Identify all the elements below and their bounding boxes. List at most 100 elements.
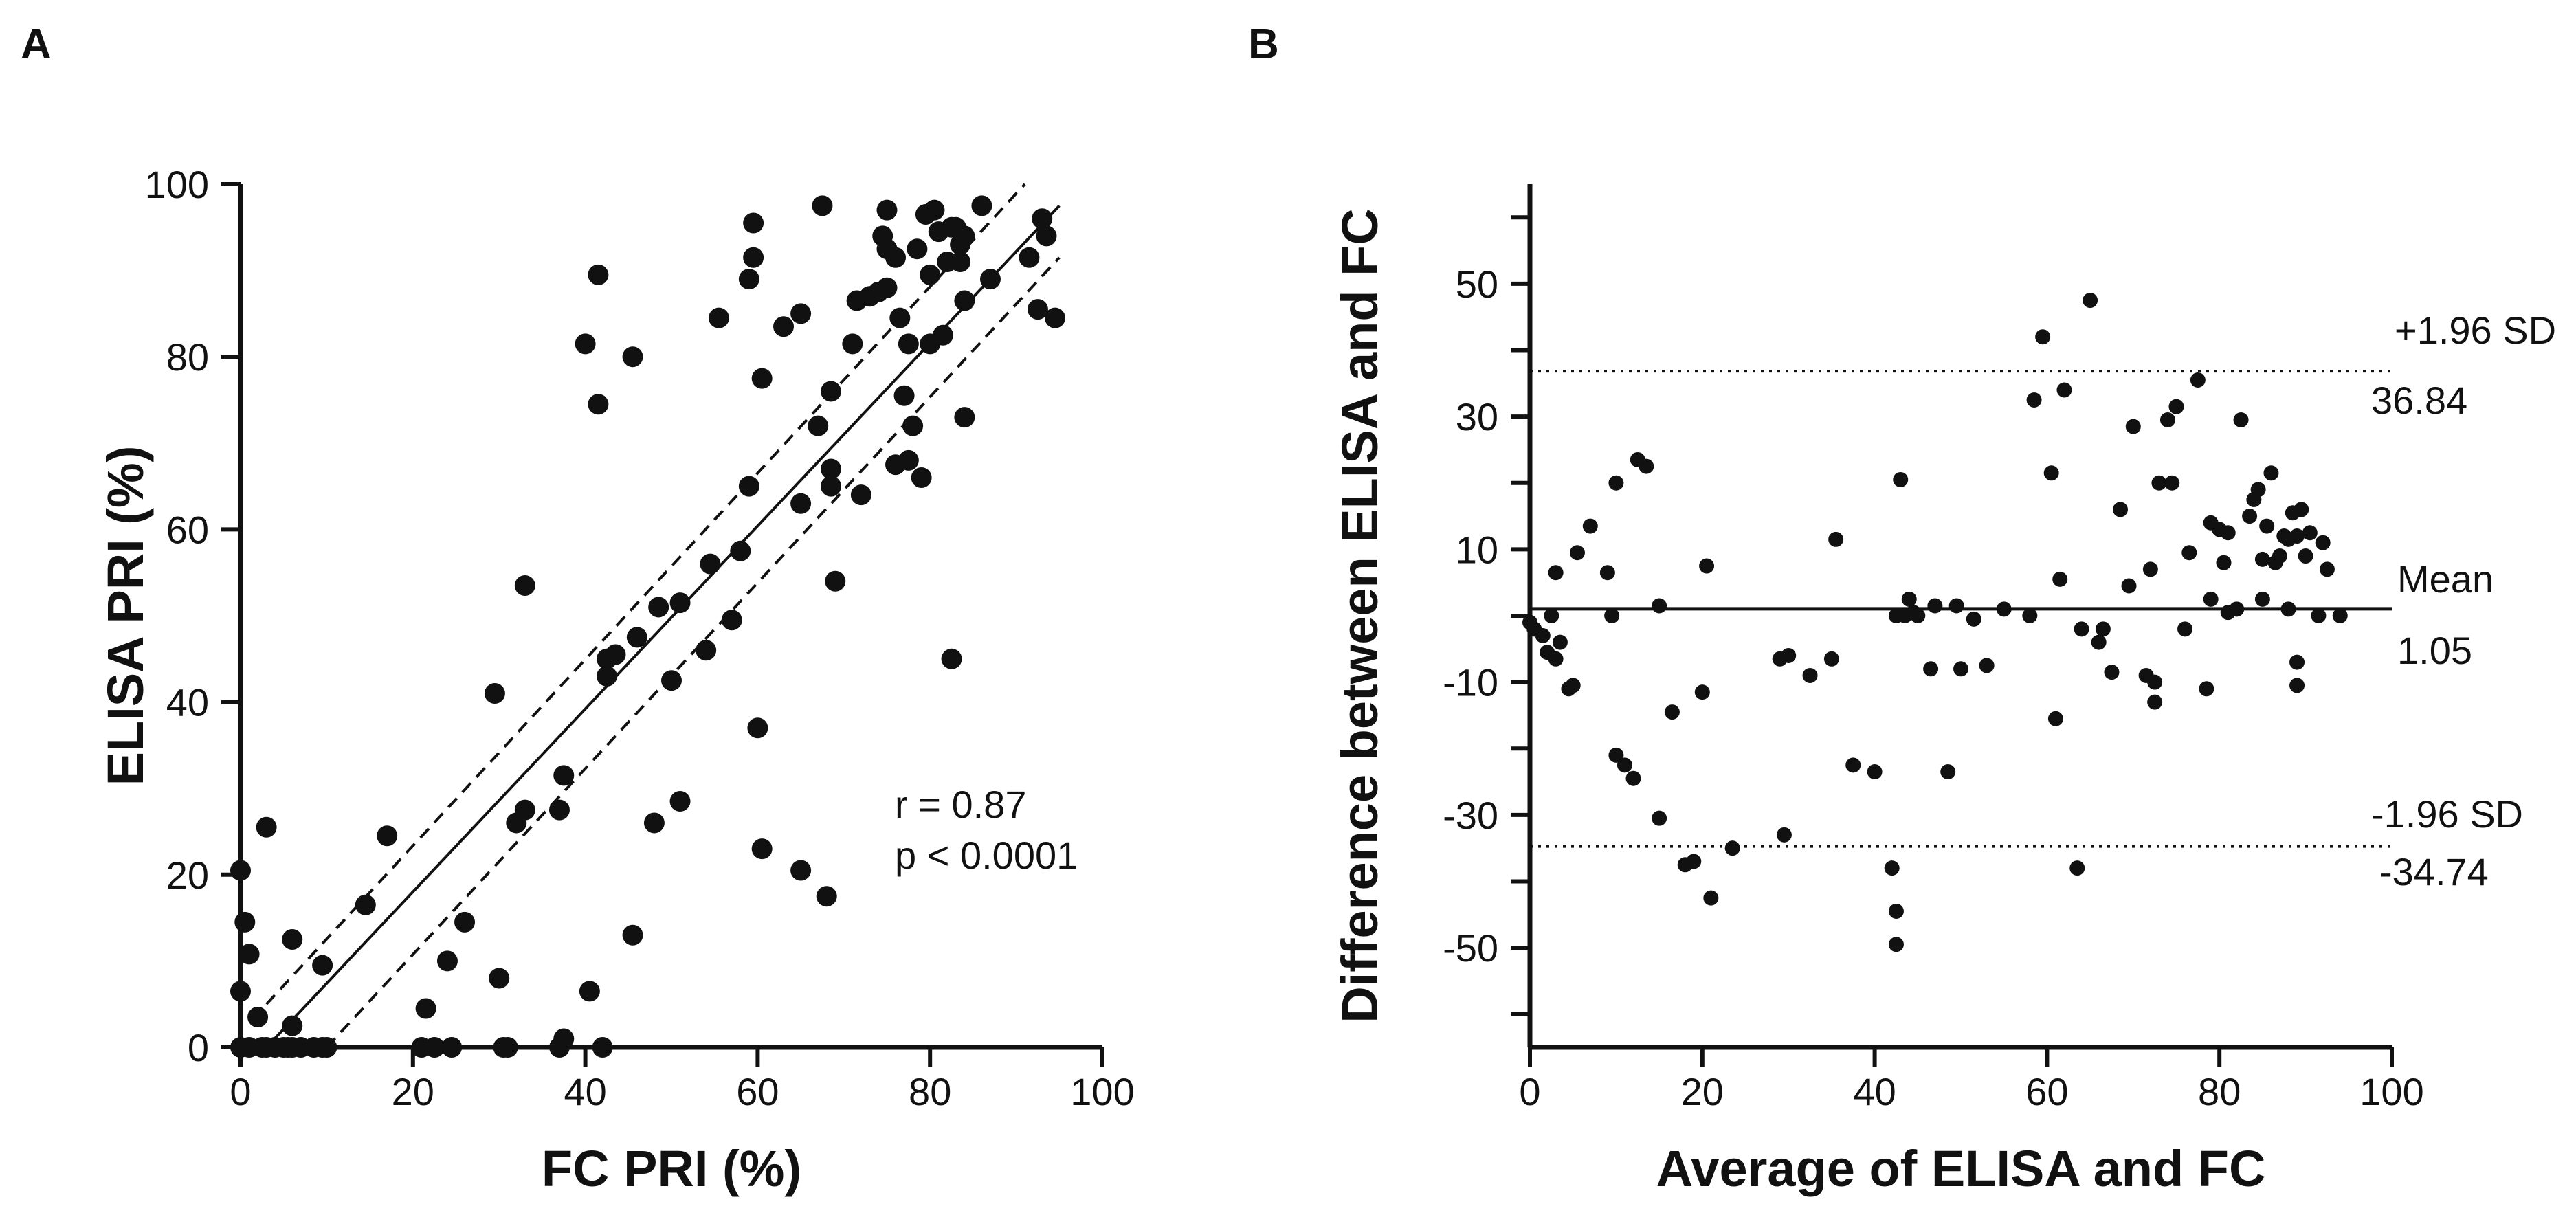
panel-a-data-point bbox=[850, 484, 871, 506]
panel-b-data-point bbox=[1703, 890, 1719, 906]
panel-b: B 0 20 40 60 80 100 -50 -30 -10 10 30 50 Average of… bbox=[1248, 21, 2556, 1197]
panel-a-data-point bbox=[282, 1015, 303, 1036]
panel-a-data-point bbox=[730, 540, 751, 561]
panel-b-data-point bbox=[2159, 412, 2175, 427]
panel-b-x-tick-label: 60 bbox=[2025, 1070, 2068, 1113]
panel-a-data-point bbox=[661, 670, 682, 691]
panel-a-data-point bbox=[592, 1037, 613, 1058]
panel-a-data-point bbox=[820, 476, 841, 497]
panel-b-data-point bbox=[2083, 293, 2098, 309]
panel-b-data-point bbox=[2315, 535, 2331, 550]
panel-b-data-point bbox=[2147, 674, 2163, 690]
panel-a: A 0 20 40 60 80 100 0 20 40 60 80 100 FC PRI (%) EL… bbox=[21, 21, 1135, 1197]
panel-a-data-point bbox=[553, 1028, 575, 1049]
panel-a-data-point bbox=[898, 333, 919, 355]
panel-a-x-axis-title: FC PRI (%) bbox=[542, 1140, 801, 1197]
panel-a-data-point bbox=[907, 238, 928, 260]
panel-a-data-point bbox=[1019, 247, 1040, 268]
panel-b-data-point bbox=[1979, 658, 1995, 673]
panel-b-data-point bbox=[2298, 548, 2313, 564]
panel-a-data-point bbox=[588, 264, 609, 285]
panel-b-y-tick-label: 50 bbox=[1456, 263, 1498, 306]
panel-a-data-point bbox=[721, 610, 742, 631]
panel-b-data-point bbox=[1910, 608, 1926, 623]
panel-a-data-point bbox=[669, 791, 691, 812]
panel-a-data-point bbox=[790, 493, 812, 514]
panel-a-data-point bbox=[605, 644, 626, 665]
panel-b-data-point bbox=[2332, 608, 2348, 623]
panel-a-data-point bbox=[893, 385, 915, 406]
panel-b-data-point bbox=[2112, 502, 2128, 517]
panel-b-data-point bbox=[1544, 608, 1559, 623]
panel-b-data-point bbox=[2302, 525, 2318, 541]
panel-b-data-point bbox=[1664, 704, 1680, 720]
panel-a-data-point bbox=[1036, 225, 1057, 247]
panel-b-data-point bbox=[2035, 329, 2051, 345]
panel-a-y-tick-label: 100 bbox=[145, 163, 209, 206]
panel-a-data-point bbox=[247, 1007, 269, 1028]
panel-b-data-point bbox=[2294, 502, 2309, 517]
panel-a-x-tick-label: 60 bbox=[736, 1070, 779, 1113]
panel-b-data-point bbox=[1686, 854, 1702, 869]
panel-a-data-point bbox=[316, 1037, 337, 1058]
panel-a-confidence-band-line bbox=[325, 256, 1061, 1049]
panel-b-data-point bbox=[1888, 937, 1904, 952]
panel-b-data-point bbox=[1776, 827, 1792, 843]
panel-b-data-point bbox=[1923, 661, 1939, 677]
panel-a-data-point bbox=[355, 894, 376, 915]
panel-b-upper-loa-value: 36.84 bbox=[2371, 379, 2467, 422]
panel-a-data-point bbox=[553, 765, 575, 786]
panel-a-data-point bbox=[738, 269, 759, 290]
panel-b-data-point bbox=[2242, 509, 2258, 524]
panel-b-data-point bbox=[1966, 611, 1981, 627]
panel-label-b: B bbox=[1248, 21, 1279, 68]
panel-a-points bbox=[230, 195, 1066, 1058]
panel-b-data-point bbox=[1781, 647, 1797, 663]
panel-a-data-point bbox=[747, 717, 768, 739]
panel-a-data-point bbox=[643, 812, 665, 834]
panel-a-data-point bbox=[743, 212, 764, 234]
panel-a-data-point bbox=[790, 860, 812, 881]
panel-b-data-point bbox=[2052, 571, 2068, 587]
panel-a-data-point bbox=[648, 597, 669, 618]
panel-b-data-point bbox=[2069, 860, 2085, 876]
panel-a-data-point bbox=[579, 981, 600, 1002]
panel-b-data-point bbox=[2199, 681, 2214, 697]
panel-a-data-point bbox=[820, 458, 841, 480]
panel-a-data-point bbox=[933, 324, 954, 346]
panel-b-data-point bbox=[2147, 694, 2163, 710]
panel-b-data-point bbox=[2026, 392, 2042, 408]
panel-b-data-point bbox=[2168, 399, 2184, 414]
panel-a-data-point bbox=[1045, 307, 1066, 328]
panel-b-data-point bbox=[2289, 678, 2305, 693]
panel-a-data-point bbox=[575, 333, 596, 355]
panel-b-data-point bbox=[1724, 840, 1740, 856]
panel-b-data-point bbox=[2190, 372, 2206, 388]
panel-a-confidence-band-line bbox=[265, 183, 1026, 1005]
panel-b-mean-value: 1.05 bbox=[2397, 629, 2472, 672]
panel-a-data-point bbox=[885, 247, 907, 268]
panel-b-data-point bbox=[2280, 601, 2296, 617]
panel-a-x-tick-label: 0 bbox=[230, 1070, 251, 1113]
panel-a-data-point bbox=[920, 264, 941, 285]
panel-b-data-point bbox=[1582, 518, 1598, 534]
panel-b-data-point bbox=[2250, 482, 2266, 498]
panel-b-data-point bbox=[2272, 548, 2287, 564]
panel-b-data-point bbox=[2095, 621, 2111, 637]
panel-a-data-point bbox=[415, 998, 436, 1019]
panel-b-y-tick-label: 10 bbox=[1456, 528, 1498, 571]
panel-a-data-point bbox=[738, 476, 759, 497]
panel-a-data-point bbox=[825, 570, 846, 592]
panel-b-data-point bbox=[2229, 601, 2245, 617]
panel-a-y-axis-title: ELISA PRI (%) bbox=[97, 446, 154, 786]
panel-a-data-point bbox=[954, 225, 975, 247]
panel-b-data-point bbox=[1617, 757, 1632, 773]
panel-b-data-point bbox=[1604, 608, 1620, 623]
panel-b-mean-label: Mean bbox=[2397, 557, 2494, 601]
panel-b-data-point bbox=[1953, 661, 1968, 677]
panel-b-data-point bbox=[1548, 565, 1564, 581]
panel-a-data-point bbox=[548, 799, 570, 821]
panel-b-x-tick-label: 40 bbox=[1853, 1070, 1896, 1113]
panel-a-y-tick-label: 20 bbox=[166, 854, 209, 897]
